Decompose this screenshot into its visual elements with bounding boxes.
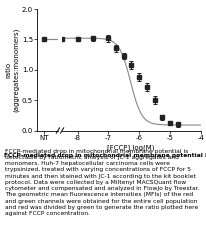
Text: FCCP-mediated drop in mitochondrial membrane potential is detectable by ratiomet: FCCP-mediated drop in mitochondrial memb… xyxy=(4,153,206,158)
Text: FCCP-mediated drop in mitochondrial membrane potential is detectable by ratiomet: FCCP-mediated drop in mitochondrial memb… xyxy=(5,148,199,216)
Y-axis label: ratio
(aggregates:monomers): ratio (aggregates:monomers) xyxy=(5,28,19,112)
Text: [FCCP] log(M): [FCCP] log(M) xyxy=(106,144,153,151)
